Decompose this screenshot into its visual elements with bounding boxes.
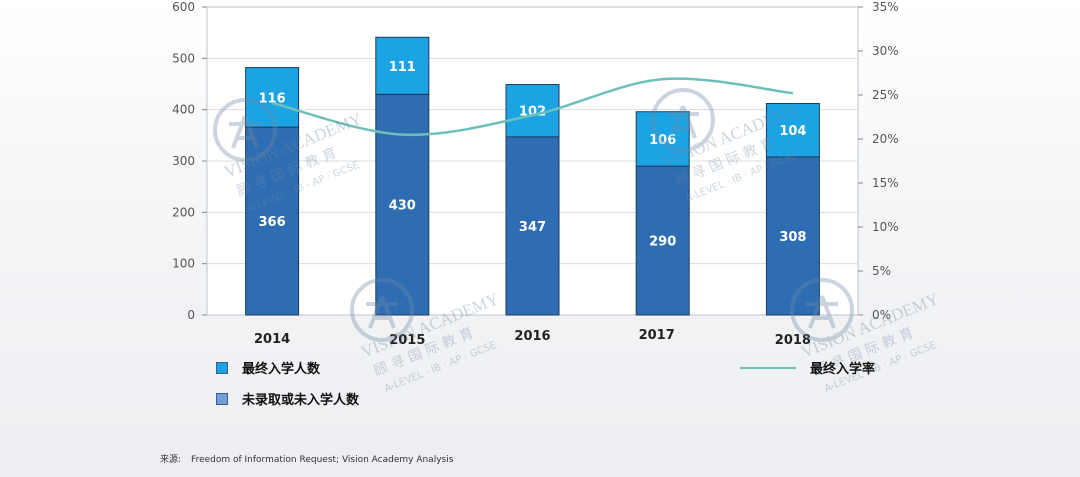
x-tick-label: 2018 [775, 333, 811, 348]
legend-swatch-rate [740, 366, 796, 369]
y2-tick-label: 35% [872, 0, 899, 14]
x-tick-label: 2015 [389, 333, 425, 348]
x-tick-label: 2014 [254, 332, 290, 347]
watermark-emblem [229, 115, 261, 149]
legend-not-enrolled: 未录取或未入学人数 [216, 389, 359, 408]
bar-enrolled [765, 103, 820, 158]
legend-rate: 最终入学率 [740, 358, 875, 377]
y2-tick-label: 10% [872, 220, 899, 234]
y2-tick-label: 0% [872, 308, 891, 322]
bar-enrolled [375, 36, 430, 95]
legend-label-not-enrolled: 未录取或未入学人数 [242, 393, 360, 408]
watermark-circle [350, 278, 414, 342]
data-label-not-enrolled: 430 [389, 199, 416, 214]
watermark-circle [651, 88, 715, 152]
bar-enrolled [245, 67, 300, 128]
y2-tick-label: 25% [872, 88, 899, 102]
watermark-circle [790, 278, 854, 342]
y-tick-label: 400 [172, 103, 195, 117]
legend-swatch-not-enrolled [216, 392, 228, 405]
y-tick-label: 300 [172, 154, 195, 168]
y2-tick-label: 15% [872, 176, 899, 190]
watermark-circle [213, 98, 277, 162]
x-tick-label: 2017 [639, 328, 675, 343]
y-tick-label: 0 [187, 308, 195, 322]
bar-not-enrolled [245, 126, 300, 316]
source-label: 来源: [160, 455, 182, 465]
watermark-emblem [366, 295, 398, 329]
data-label-not-enrolled: 347 [519, 220, 546, 235]
legend-label-rate: 最终入学率 [810, 362, 876, 377]
watermark-emblem [667, 105, 699, 139]
legend-label-enrolled: 最终入学人数 [242, 362, 321, 377]
source-text: Freedom of Information Request; Vision A… [191, 455, 454, 465]
y2-tick-label: 30% [872, 44, 899, 58]
data-label-enrolled: 104 [779, 124, 806, 139]
rate-line [271, 77, 794, 137]
y-tick-label: 600 [172, 0, 195, 14]
source-note: 来源: Freedom of Information Request; Visio… [160, 452, 453, 465]
bar-not-enrolled [375, 93, 430, 316]
legend-swatch-enrolled [216, 361, 228, 374]
data-label-not-enrolled: 290 [649, 235, 676, 250]
y2-tick-label: 5% [872, 264, 891, 278]
bar-not-enrolled [635, 165, 690, 316]
watermark-emblem [806, 295, 838, 329]
x-tick-label: 2016 [514, 329, 550, 344]
data-label-not-enrolled: 308 [779, 230, 806, 245]
y-tick-label: 200 [172, 205, 195, 219]
bar-enrolled [635, 111, 690, 167]
data-label-not-enrolled: 366 [259, 215, 286, 230]
y2-tick-label: 20% [872, 132, 899, 146]
data-label-enrolled: 116 [259, 91, 286, 106]
data-label-enrolled: 106 [649, 133, 676, 148]
y-tick-label: 500 [172, 51, 195, 65]
legend-enrolled: 最终入学人数 [216, 358, 320, 377]
data-label-enrolled: 111 [389, 60, 416, 75]
y-tick-label: 100 [172, 257, 195, 271]
